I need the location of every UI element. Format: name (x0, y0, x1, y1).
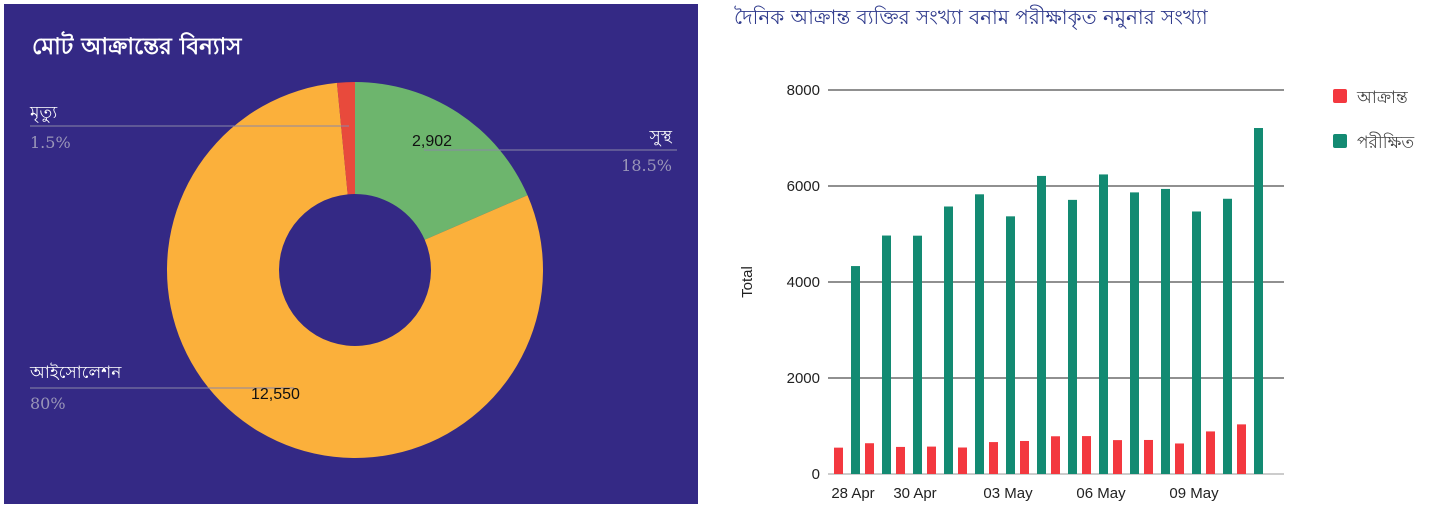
bar-infected (1237, 424, 1246, 474)
y-axis-label: Total (739, 266, 756, 298)
pie-chart: মৃত্যু 1.5% সুস্থ 18.5% আইসোলেশন 80% 2,9… (29, 82, 677, 459)
bar-tested (851, 266, 860, 474)
y-tick-label: 8000 (787, 82, 820, 99)
pie-slice-death (336, 82, 355, 195)
legend: আক্রান্ত পরীক্ষিত (1333, 88, 1414, 153)
y-tick-label: 6000 (787, 178, 820, 195)
slice-value-recovered: 2,902 (412, 133, 452, 150)
bar-tested (1130, 192, 1139, 474)
legend-label-infected: আক্রান্ত (1356, 88, 1408, 108)
x-axis-ticks: 28 Apr 30 Apr 03 May 06 May 09 May (831, 485, 1219, 502)
x-tick-label: 06 May (1076, 485, 1126, 502)
bar-infected (989, 442, 998, 474)
bar-infected (958, 447, 967, 474)
bar-gridlines (828, 89, 1284, 475)
y-tick-label: 2000 (787, 370, 820, 387)
bar-tested (1192, 211, 1201, 474)
pie-chart-title: মোট আক্রান্তের বিন্যাস (32, 34, 242, 60)
bar-tested (1068, 199, 1077, 474)
bar-tested (1006, 216, 1015, 474)
legend-label-tested: পরীক্ষিত (1357, 132, 1414, 153)
bar-tested (913, 235, 922, 474)
bar-infected (927, 446, 936, 474)
bar-infected (834, 447, 843, 474)
bar-infected (1082, 436, 1091, 474)
bar-infected (1020, 440, 1029, 474)
bar-infected (1175, 443, 1184, 474)
bar-tested (1254, 128, 1263, 475)
bar-infected (896, 446, 905, 474)
slice-label-isolation: আইসোলেশন (29, 363, 122, 383)
pie-leader-lines (30, 125, 677, 389)
pie-slice-isolation (167, 82, 544, 459)
x-tick-label: 28 Apr (831, 485, 874, 502)
bar-marks (834, 128, 1263, 475)
x-tick-label: 30 Apr (893, 485, 936, 502)
bar-infected (1144, 439, 1153, 474)
bar-tested (944, 206, 953, 474)
pie-slices (167, 82, 544, 459)
bar-tested (882, 235, 891, 474)
x-tick-label: 03 May (983, 485, 1033, 502)
y-tick-label: 4000 (787, 274, 820, 291)
bar-tested (1161, 188, 1170, 475)
y-axis-ticks: 0 2000 4000 6000 8000 (787, 82, 820, 483)
bar-tested (1099, 174, 1108, 474)
bar-infected (1113, 440, 1122, 474)
legend-swatch-tested (1333, 134, 1347, 148)
bar-tested (1223, 198, 1232, 474)
bar-chart-title: দৈনিক আক্রান্ত ব্যক্তির সংখ্যা বনাম পরীক… (734, 5, 1208, 29)
slice-percent-recovered: 18.5% (621, 156, 672, 175)
bar-infected (865, 443, 874, 474)
bar-tested (1037, 175, 1046, 475)
pie-slice-recovered (355, 82, 528, 240)
slice-label-death: মৃত্যু (29, 103, 58, 123)
slice-percent-death: 1.5% (30, 133, 71, 152)
pie-chart-panel: মোট আক্রান্তের বিন্যাস মৃত্যু 1.5% সুস্থ… (4, 4, 698, 504)
slice-percent-isolation: 80% (30, 394, 66, 413)
x-tick-label: 09 May (1169, 485, 1219, 502)
legend-swatch-infected (1333, 89, 1347, 103)
bar-infected (1051, 436, 1060, 474)
slice-value-isolation: 12,550 (251, 386, 300, 403)
bar-chart: 0 2000 4000 6000 8000 28 Apr 30 Apr 03 May 06 M… (739, 82, 1414, 502)
bar-infected (1206, 431, 1215, 474)
y-tick-label: 0 (812, 466, 820, 483)
slice-label-recovered: সুস্থ (649, 127, 673, 147)
bar-tested (975, 194, 984, 474)
